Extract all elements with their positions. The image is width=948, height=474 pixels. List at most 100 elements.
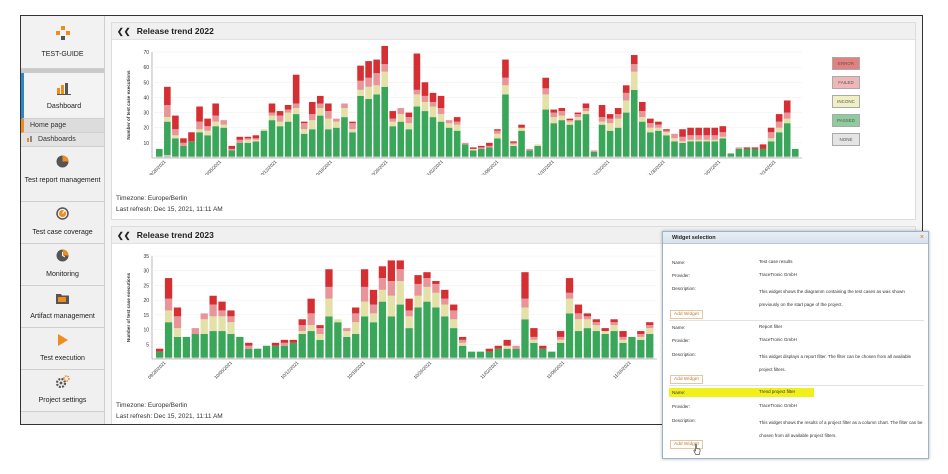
add-widget-button[interactable]: Add Widget (670, 375, 703, 384)
bar-segment-inconc[interactable] (558, 115, 566, 121)
bar-segment-none[interactable] (592, 357, 600, 359)
bar-segment-passed[interactable] (639, 121, 646, 157)
bar-segment-error[interactable] (236, 136, 244, 140)
bar-segment-passed[interactable] (381, 86, 389, 157)
bar-segment-passed[interactable] (751, 148, 759, 157)
bar-segment-passed[interactable] (518, 130, 525, 157)
bar-segment-none[interactable] (610, 357, 618, 359)
bar-segment-none[interactable] (534, 156, 541, 158)
bar-segment-none[interactable] (432, 357, 440, 359)
bar-segment-failed[interactable] (389, 118, 397, 122)
panel-header[interactable]: ❮❮ Release trend 2022 (112, 23, 915, 40)
bar-segment-passed[interactable] (679, 142, 686, 157)
bar-segment-inconc[interactable] (396, 281, 404, 305)
bar-segment-inconc[interactable] (637, 336, 645, 340)
bar-segment-inconc[interactable] (437, 114, 445, 122)
bar-segment-none[interactable] (639, 156, 646, 158)
bar-segment-failed[interactable] (284, 109, 292, 113)
bar-segment-failed[interactable] (414, 283, 422, 296)
bar-segment-inconc[interactable] (598, 121, 606, 125)
bar-segment-inconc[interactable] (566, 121, 574, 125)
sidebar-item-home-page[interactable]: Home page (21, 119, 104, 133)
bar-segment-failed[interactable] (606, 118, 614, 124)
bar-segment-failed[interactable] (639, 111, 646, 118)
bar-segment-error[interactable] (369, 289, 378, 305)
bar-segment-passed[interactable] (271, 345, 280, 358)
bar-segment-inconc[interactable] (646, 328, 654, 334)
bar-segment-none[interactable] (727, 156, 735, 158)
bar-segment-inconc[interactable] (432, 292, 440, 308)
bar-segment-error[interactable] (550, 109, 558, 113)
bar-segment-none[interactable] (494, 357, 502, 359)
bar-segment-failed[interactable] (590, 150, 598, 152)
bar-segment-none[interactable] (423, 357, 431, 359)
bar-segment-inconc[interactable] (381, 71, 389, 87)
bar-segment-inconc[interactable] (719, 136, 727, 139)
bar-segment-none[interactable] (548, 357, 556, 359)
bar-segment-failed[interactable] (317, 103, 324, 109)
bar-segment-failed[interactable] (582, 108, 590, 112)
bar-segment-inconc[interactable] (325, 298, 333, 317)
bar-segment-passed[interactable] (695, 141, 702, 157)
bar-segment-error[interactable] (414, 275, 422, 284)
bar-segment-error[interactable] (639, 101, 646, 112)
bar-segment-inconc[interactable] (703, 139, 711, 142)
bar-segment-none[interactable] (703, 156, 711, 158)
bar-segment-failed[interactable] (478, 147, 485, 149)
bar-segment-passed[interactable] (220, 127, 228, 157)
bar-segment-inconc[interactable] (429, 106, 437, 118)
bar-segment-error[interactable] (387, 260, 395, 282)
bar-segment-failed[interactable] (164, 298, 173, 311)
bar-segment-none[interactable] (469, 156, 477, 158)
bar-segment-none[interactable] (461, 156, 469, 158)
legend-error[interactable]: ERROR (832, 57, 860, 70)
bar-segment-passed[interactable] (300, 133, 308, 157)
bar-segment-passed[interactable] (550, 123, 558, 157)
bar-segment-inconc[interactable] (574, 117, 582, 121)
bar-segment-failed[interactable] (196, 121, 203, 130)
bar-segment-error[interactable] (601, 328, 609, 332)
bar-segment-passed[interactable] (432, 307, 440, 358)
bar-segment-passed[interactable] (486, 147, 493, 157)
bar-segment-inconc[interactable] (352, 322, 360, 334)
bar-segment-passed[interactable] (414, 307, 422, 358)
bar-segment-inconc[interactable] (494, 133, 501, 139)
bar-segment-error[interactable] (284, 105, 292, 110)
bar-segment-failed[interactable] (316, 328, 324, 334)
bar-segment-inconc[interactable] (317, 108, 324, 116)
bar-segment-none[interactable] (397, 156, 405, 158)
bar-segment-inconc[interactable] (212, 121, 219, 127)
bar-segment-error[interactable] (429, 92, 437, 102)
bar-segment-error[interactable] (325, 103, 332, 112)
bar-segment-passed[interactable] (542, 109, 550, 157)
bar-segment-passed[interactable] (413, 106, 421, 157)
bar-segment-failed[interactable] (357, 80, 364, 90)
bar-segment-passed[interactable] (614, 127, 622, 157)
bar-segment-error[interactable] (565, 278, 574, 293)
bar-segment-none[interactable] (191, 357, 199, 359)
bar-segment-inconc[interactable] (655, 127, 662, 131)
bar-segment-error[interactable] (767, 127, 775, 133)
bar-segment-error[interactable] (610, 319, 618, 323)
bar-segment-error[interactable] (413, 53, 421, 90)
bar-segment-inconc[interactable] (775, 127, 783, 133)
bar-segment-passed[interactable] (156, 148, 163, 157)
bar-segment-none[interactable] (679, 156, 686, 158)
bar-segment-none[interactable] (308, 156, 316, 158)
bar-segment-passed[interactable] (373, 94, 380, 157)
bar-segment-passed[interactable] (775, 132, 783, 157)
legend-failed[interactable]: FAILED (832, 76, 860, 89)
bar-segment-passed[interactable] (445, 127, 453, 157)
bar-segment-error[interactable] (180, 138, 187, 143)
bar-segment-inconc[interactable] (783, 118, 791, 124)
bar-segment-none[interactable] (542, 156, 550, 158)
bar-segment-inconc[interactable] (441, 304, 449, 317)
bar-segment-none[interactable] (655, 156, 662, 158)
bar-segment-none[interactable] (280, 357, 289, 359)
bar-segment-passed[interactable] (227, 333, 235, 358)
bar-segment-inconc[interactable] (387, 295, 395, 317)
bar-segment-none[interactable] (164, 357, 173, 359)
bar-segment-error[interactable] (574, 112, 582, 115)
bar-segment-error[interactable] (539, 345, 547, 349)
bar-segment-passed[interactable] (191, 333, 199, 358)
